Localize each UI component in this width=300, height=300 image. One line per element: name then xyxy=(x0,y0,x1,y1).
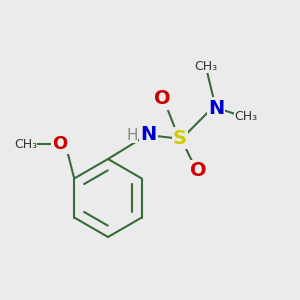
Text: S: S xyxy=(173,128,187,148)
Text: O: O xyxy=(190,161,206,181)
Text: CH₃: CH₃ xyxy=(234,110,258,124)
Text: H: H xyxy=(126,128,138,142)
Text: N: N xyxy=(208,98,224,118)
Text: N: N xyxy=(140,125,157,145)
Text: CH₃: CH₃ xyxy=(194,59,217,73)
Text: O: O xyxy=(52,135,68,153)
Text: CH₃: CH₃ xyxy=(14,137,37,151)
Text: O: O xyxy=(154,89,170,109)
